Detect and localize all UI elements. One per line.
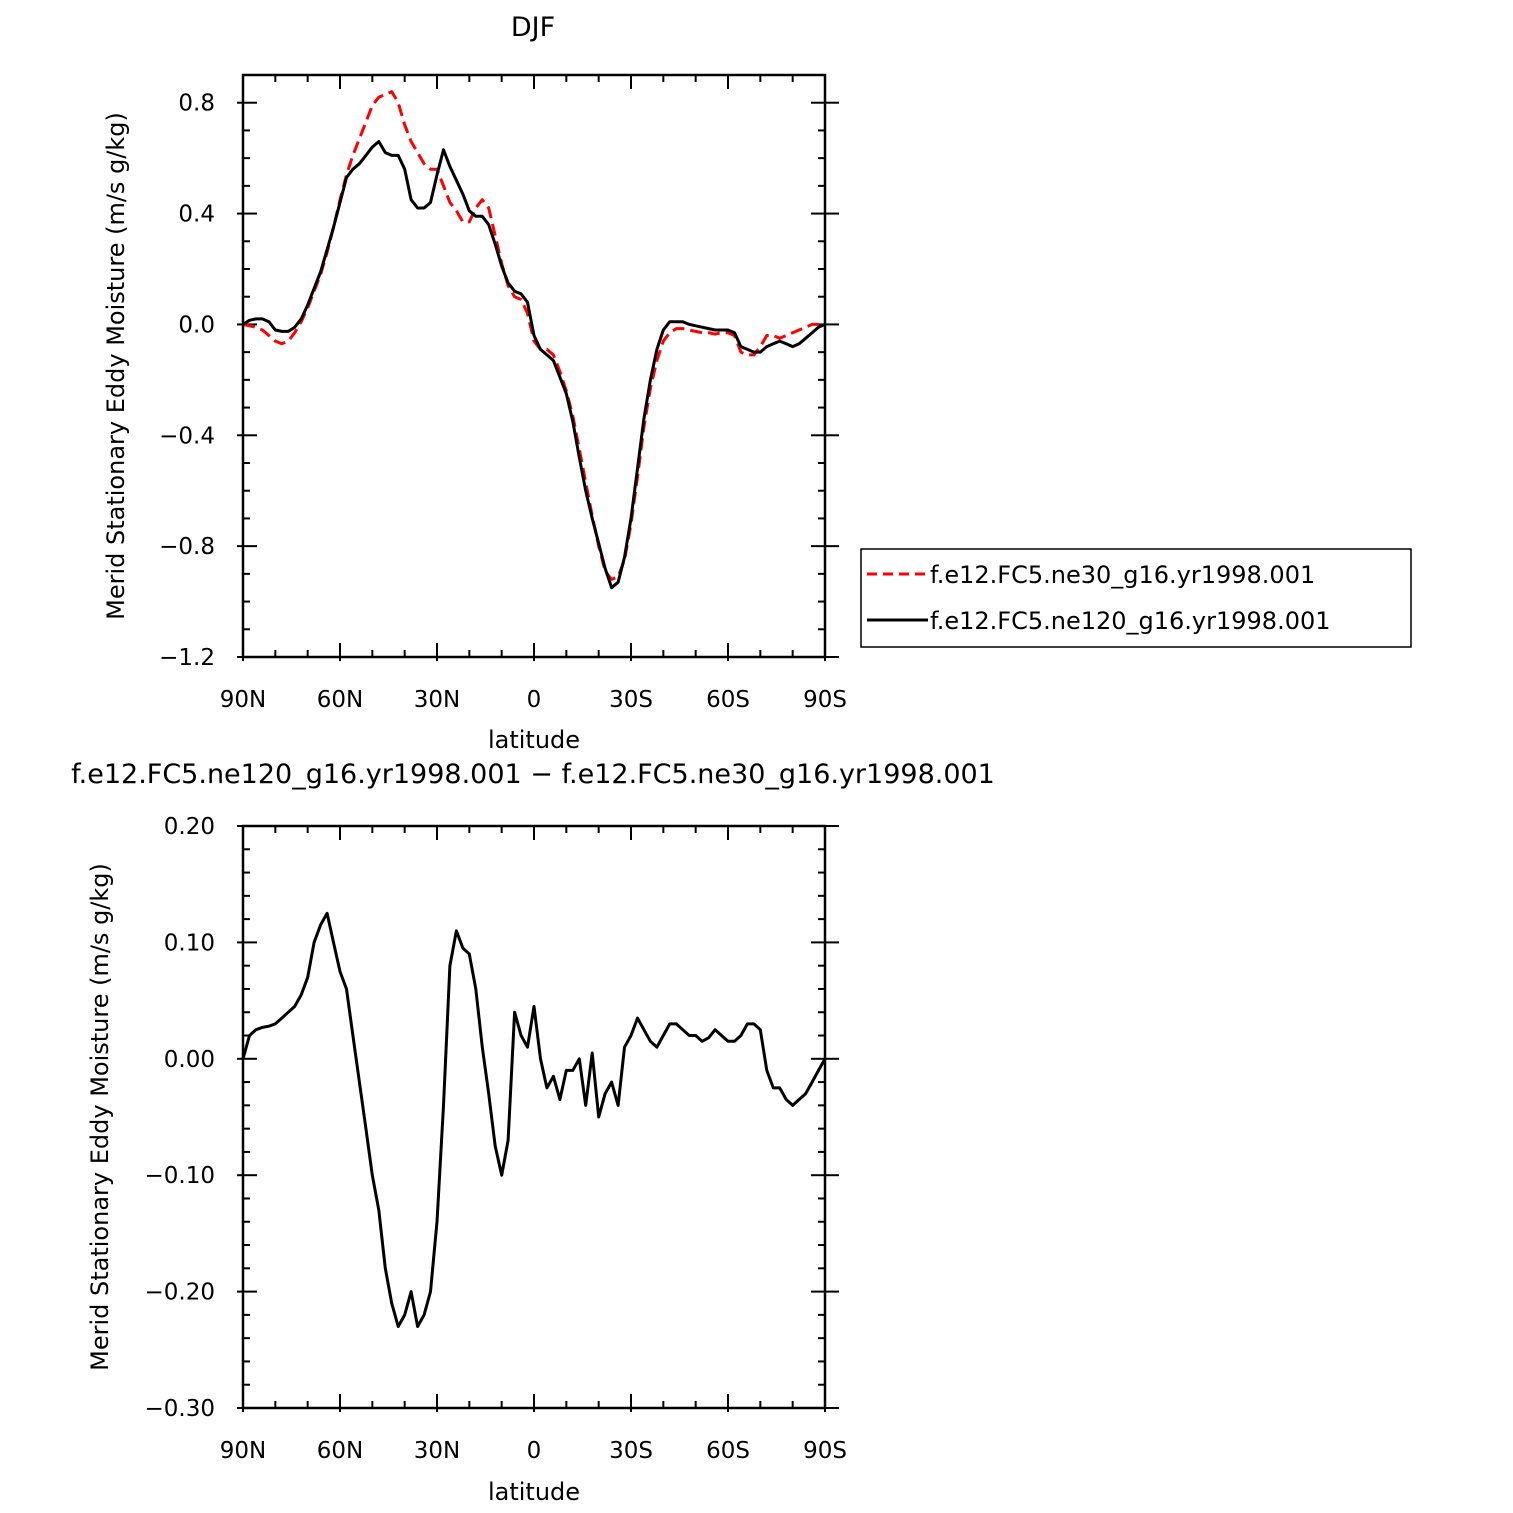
legend: f.e12.FC5.ne30_g16.yr1998.001 f.e12.FC5.…: [860, 548, 1412, 648]
top-y-axis-label: Merid Stationary Eddy Moisture (m/s g/kg…: [102, 112, 130, 620]
top-plot-frame: [241, 73, 827, 659]
y-tick-label: −0.4: [159, 423, 215, 449]
y-tick-label: −0.30: [145, 1396, 215, 1422]
x-tick-label: 0: [527, 687, 542, 713]
y-tick-label: 0.4: [178, 202, 215, 228]
x-tick-label: 60N: [317, 1438, 363, 1464]
bottom-x-tick-labels: 90N 60N 30N 0 30S 60S 90S: [220, 1438, 847, 1464]
y-tick-label: 0.10: [164, 930, 215, 956]
x-tick-label: 0: [527, 1438, 542, 1464]
x-tick-label: 60S: [706, 1438, 750, 1464]
legend-label-ne30: f.e12.FC5.ne30_g16.yr1998.001: [930, 561, 1315, 589]
series-line-difference: [241, 911, 827, 1328]
top-x-axis-label: latitude: [488, 726, 580, 754]
x-tick-label: 90S: [803, 1438, 847, 1464]
x-tick-label: 30N: [414, 687, 460, 713]
bottom-y-tick-labels: 0.20 0.10 0.00 −0.10 −0.20 −0.30: [145, 814, 215, 1422]
y-tick-label: 0.00: [164, 1047, 215, 1073]
top-panel: DJF 90N 60N 30N 0 30S 60S 90S 0.8 0.4 0.0 −0.4 −0.…: [102, 12, 1412, 754]
x-tick-label: 60N: [317, 687, 363, 713]
x-tick-label: 60S: [706, 687, 750, 713]
top-chart-title: DJF: [511, 12, 555, 43]
x-tick-label: 90N: [220, 1438, 266, 1464]
legend-label-ne120: f.e12.FC5.ne120_g16.yr1998.001: [930, 607, 1331, 635]
top-series-lines: [242, 90, 826, 590]
legend-box: [860, 548, 1412, 648]
x-tick-label: 30S: [609, 1438, 653, 1464]
bottom-series-lines: [241, 911, 827, 1328]
y-tick-label: −0.10: [145, 1163, 215, 1189]
top-x-tick-labels: 90N 60N 30N 0 30S 60S 90S: [220, 687, 847, 713]
series-line-ne120: [242, 140, 826, 590]
y-tick-label: −0.20: [145, 1280, 215, 1306]
y-tick-label: 0.8: [178, 91, 215, 117]
bottom-x-axis-label: latitude: [488, 1478, 580, 1506]
bottom-plot-frame: [241, 824, 827, 1410]
bottom-chart-title: f.e12.FC5.ne120_g16.yr1998.001 − f.e12.F…: [71, 759, 995, 790]
x-tick-label: 90N: [220, 687, 266, 713]
x-tick-label: 30N: [414, 1438, 460, 1464]
y-tick-label: 0.20: [164, 814, 215, 840]
top-y-tick-labels: 0.8 0.4 0.0 −0.4 −0.8 −1.2: [159, 91, 215, 671]
y-tick-label: 0.0: [178, 312, 215, 338]
x-tick-label: 30S: [609, 687, 653, 713]
top-tick-marks: [237, 74, 839, 661]
x-tick-label: 90S: [803, 687, 847, 713]
bottom-y-axis-label: Merid Stationary Eddy Moisture (m/s g/kg…: [86, 863, 114, 1371]
bottom-panel: f.e12.FC5.ne120_g16.yr1998.001 − f.e12.F…: [71, 759, 995, 1506]
y-tick-label: −0.8: [159, 534, 215, 560]
y-tick-label: −1.2: [159, 645, 215, 671]
